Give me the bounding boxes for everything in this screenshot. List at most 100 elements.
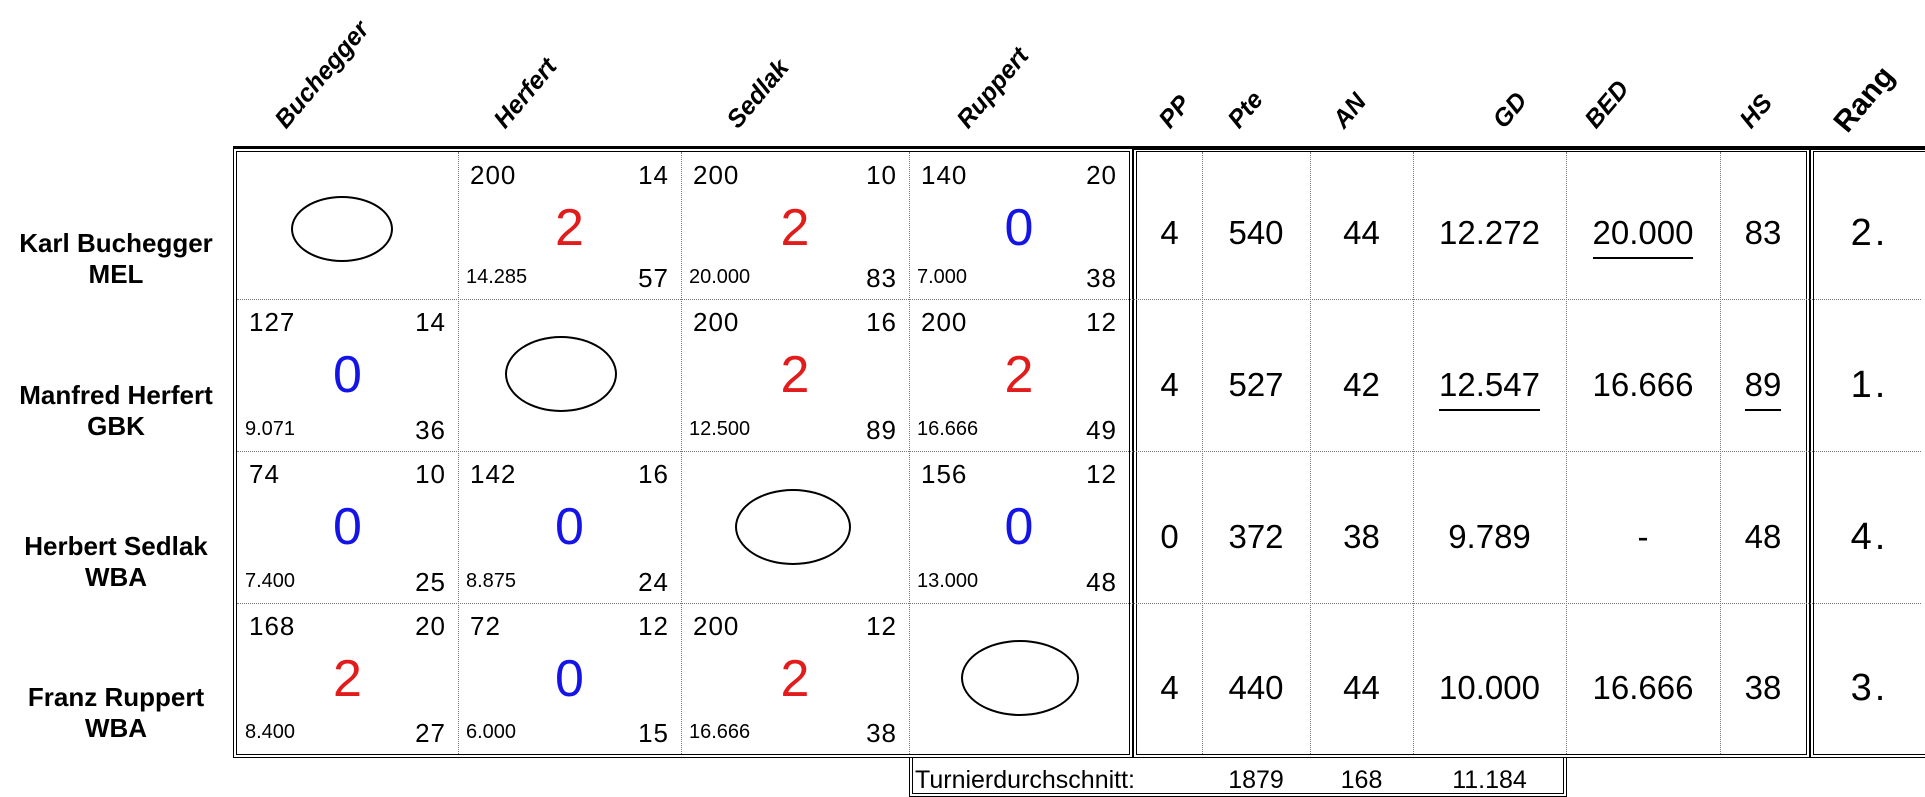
stat-hs: 83	[1744, 214, 1782, 251]
grid-line	[237, 299, 1921, 300]
match-result: 2	[780, 650, 810, 708]
match-innings: 20	[415, 611, 446, 641]
player-name: Franz Ruppert	[27, 682, 205, 712]
stat-hs: 48	[1744, 518, 1782, 555]
grid-line	[1310, 152, 1311, 754]
best-value-underline: 12.547	[1439, 366, 1540, 411]
stat-an: 44	[1343, 214, 1380, 251]
stat-pp: 4	[1160, 214, 1179, 251]
match-average: 16.666	[689, 721, 751, 743]
match-innings: 16	[866, 307, 897, 337]
match-cell: 142 16 0 8.875 24	[458, 451, 681, 603]
match-innings: 14	[415, 307, 446, 337]
match-high-series: 57	[638, 263, 669, 293]
match-cell: 200 10 2 20.000 83	[681, 152, 909, 299]
tournament-average-pte: 1879	[1228, 766, 1284, 794]
match-points: 72	[470, 611, 501, 641]
match-cell: 200 12 2 16.666 38	[681, 603, 909, 754]
grid-line	[458, 152, 459, 754]
match-cell: 72 12 0 6.000 15	[458, 603, 681, 754]
match-result: 0	[1004, 498, 1034, 556]
best-value-underline: 89	[1744, 366, 1782, 411]
stat-gd: 9.789	[1448, 518, 1531, 555]
grid-line	[237, 603, 1921, 604]
match-high-series: 48	[1086, 567, 1117, 597]
match-result: 2	[555, 199, 584, 257]
match-points: 156	[921, 459, 968, 489]
col-header-buchegger: Buchegger	[269, 15, 375, 134]
match-average: 7.000	[917, 266, 968, 288]
match-cell: 200 16 2 12.500 89	[681, 299, 909, 451]
col-header-sedlak: Sedlak	[721, 53, 795, 134]
stat-bed: -	[1637, 518, 1649, 555]
match-result: 0	[555, 498, 584, 556]
match-points: 200	[693, 307, 740, 337]
match-innings: 20	[1086, 160, 1117, 190]
self-match-oval	[735, 489, 851, 565]
match-cell: 200 12 2 16.666 49	[909, 299, 1129, 451]
rank-value: 3.	[1850, 667, 1889, 709]
match-high-series: 27	[415, 718, 446, 748]
match-average: 14.285	[466, 266, 528, 288]
match-result: 0	[555, 650, 584, 708]
player-club: MEL	[88, 259, 144, 289]
match-points: 142	[470, 459, 517, 489]
match-high-series: 49	[1086, 415, 1117, 445]
match-cell: 140 20 0 7.000 38	[909, 152, 1129, 299]
stat-pte: 540	[1228, 214, 1284, 251]
grid-line	[1202, 152, 1203, 754]
match-high-series: 24	[638, 567, 669, 597]
match-high-series: 25	[415, 567, 446, 597]
match-average: 16.666	[917, 418, 979, 440]
stat-pte: 527	[1228, 366, 1284, 403]
stat-an: 42	[1343, 366, 1380, 403]
match-innings: 16	[638, 459, 669, 489]
player-name: Karl Buchegger	[19, 228, 213, 258]
player-name: Herbert Sedlak	[24, 531, 208, 561]
col-header-ruppert: Ruppert	[951, 42, 1035, 134]
match-average: 20.000	[689, 266, 751, 288]
grid-line	[909, 152, 910, 754]
match-average: 6.000	[466, 721, 517, 743]
match-result: 2	[1004, 346, 1034, 404]
tournament-average-an: 168	[1340, 766, 1383, 794]
match-result: 0	[333, 346, 362, 404]
match-innings: 14	[638, 160, 669, 190]
match-points: 200	[470, 160, 517, 190]
match-result: 2	[780, 346, 810, 404]
match-points: 200	[693, 611, 740, 641]
self-match-oval	[291, 196, 393, 262]
stat-hs: 89	[1720, 366, 1806, 411]
match-innings: 12	[638, 611, 669, 641]
match-points: 140	[921, 160, 968, 190]
tournament-average-box	[909, 758, 1567, 797]
stat-bed: 16.666	[1592, 669, 1694, 706]
stat-pte: 440	[1228, 669, 1284, 706]
rank-value: 1.	[1850, 364, 1889, 406]
match-result: 2	[333, 650, 362, 708]
player-club: GBK	[87, 411, 145, 441]
match-cell: 74 10 0 7.400 25	[237, 451, 458, 603]
match-high-series: 38	[1086, 263, 1117, 293]
stat-hs: 38	[1744, 669, 1782, 706]
player-label: Franz Ruppert WBA	[0, 682, 232, 744]
match-high-series: 89	[866, 415, 897, 445]
match-cell: 156 12 0 13.000 48	[909, 451, 1129, 603]
col-header-gd: GD	[1487, 86, 1533, 134]
results-matrix-frame	[233, 148, 1133, 758]
match-cell: 200 14 2 14.285 57	[458, 152, 681, 299]
grid-line	[1566, 152, 1567, 754]
best-value-underline: 20.000	[1592, 214, 1694, 259]
player-label: Karl Buchegger MEL	[0, 228, 232, 290]
self-match-oval	[505, 336, 617, 412]
match-high-series: 38	[866, 718, 897, 748]
player-label: Herbert Sedlak WBA	[0, 531, 232, 593]
match-result: 2	[780, 199, 810, 257]
match-average: 13.000	[917, 570, 979, 592]
match-average: 8.875	[466, 570, 517, 592]
stat-pte: 372	[1228, 518, 1284, 555]
match-high-series: 36	[415, 415, 446, 445]
col-header-an: AN	[1327, 87, 1372, 134]
match-average: 8.400	[245, 721, 296, 743]
match-innings: 12	[1086, 307, 1117, 337]
